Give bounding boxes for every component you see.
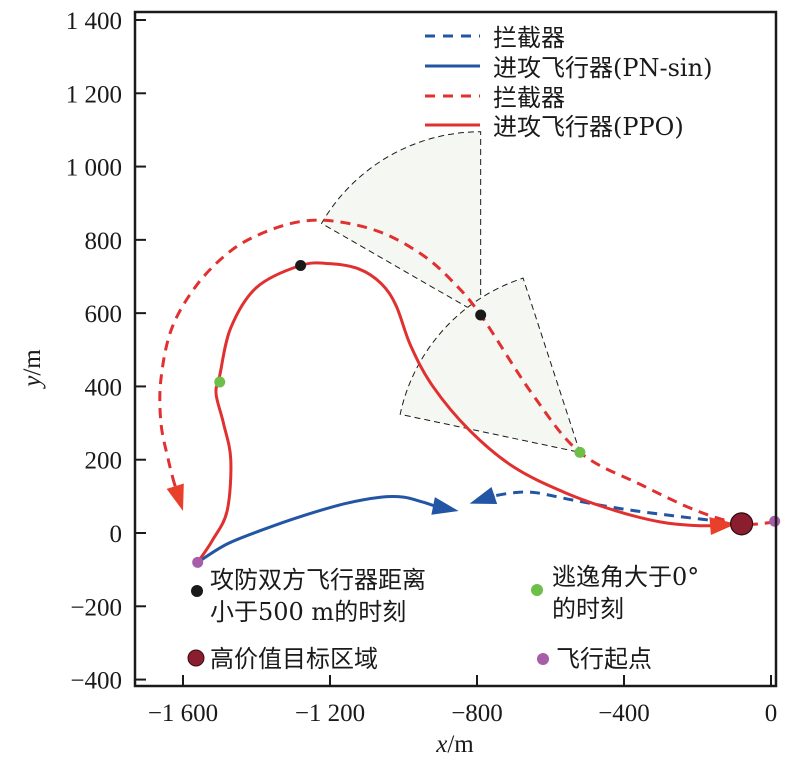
y-tick-label: 1 000 [66,155,122,182]
close-range-label-line2: 小于500 m的时刻 [210,598,406,626]
y-tick-label: 1 400 [66,8,122,35]
axis-ticks: −1 600 −1 200 −800 −400 0 1 400 1 200 1 000 800 6… [66,8,778,727]
legend-item-ppo-interceptor: 拦截器 [425,84,565,112]
y-tick-label: 0 [110,521,123,548]
start-point-marker-icon [537,653,549,665]
x-tick-label: 0 [765,700,778,727]
pn-sin-interceptor-path-arrowhead-icon [469,486,498,505]
legend-label: 进攻飞行器(PN-sin) [493,54,712,82]
ppo-attacker-path [196,261,724,564]
legend: 拦截器 进攻飞行器(PN-sin) 拦截器 进攻飞行器(PPO) [425,24,712,141]
detection-sectors [320,131,581,454]
y-tick-label: −200 [70,594,122,621]
ppo-attacker-path-arrowhead-icon [709,517,737,536]
target-area-point [729,512,754,536]
legend-item-ppo-attacker: 进攻飞行器(PPO) [425,113,684,141]
escape-angle-label-line1: 逃逸角大于0° [552,563,699,591]
y-axis-label: y/m [19,349,46,390]
target-area-marker-icon [187,649,205,667]
y-tick-label: 1 200 [66,81,122,108]
legend-item-pn-attacker: 进攻飞行器(PN-sin) [425,54,712,82]
plot-frame [133,10,778,688]
y-tick-label: −400 [70,668,122,695]
x-axis-label: x/m [435,731,474,758]
ppo-interceptor-path-tail [172,481,177,487]
markers-layer [192,260,781,568]
x-tick-label: −400 [598,700,650,727]
legend-label: 拦截器 [493,84,565,112]
x-tick-label: −800 [451,700,503,727]
escape-angle-point [574,446,586,458]
legend-label: 进攻飞行器(PPO) [493,113,684,141]
target-area-label: 高价值目标区域 [210,645,378,673]
y-tick-label: 600 [85,301,123,328]
pn-sin-attacker-path [196,494,438,564]
start-point [192,556,204,568]
x-tick-label: −1 200 [295,700,365,727]
y-tick-label: 200 [85,448,123,475]
start-point-label: 飞行起点 [556,645,652,673]
x-tick-label: −1 600 [148,700,218,727]
detection-sector-1 [320,131,482,316]
pn-sin-interceptor-path [491,490,742,526]
marker-legend: 攻防双方飞行器距离 小于500 m的时刻 逃逸角大于0° 的时刻 高价值目标区域… [187,563,699,673]
escape-angle-marker-icon [531,584,543,596]
start-point [769,515,781,527]
close-range-marker-icon [191,585,203,597]
y-tick-label: 400 [85,374,123,401]
series-layer [158,218,775,564]
escape-angle-point [214,376,226,388]
y-tick-label: 800 [85,228,123,255]
pn-sin-attacker-path-arrowhead-icon [431,497,459,515]
ppo-interceptor-path-arrowhead-icon [166,483,184,512]
close-range-point [475,309,487,321]
detection-sector-2 [399,277,581,454]
close-range-label-line1: 攻防双方飞行器距离 [210,566,426,594]
close-range-point [295,260,307,272]
legend-item-pn-interceptor: 拦截器 [425,24,565,52]
legend-label: 拦截器 [493,24,565,52]
escape-angle-label-line2: 的时刻 [552,595,624,623]
